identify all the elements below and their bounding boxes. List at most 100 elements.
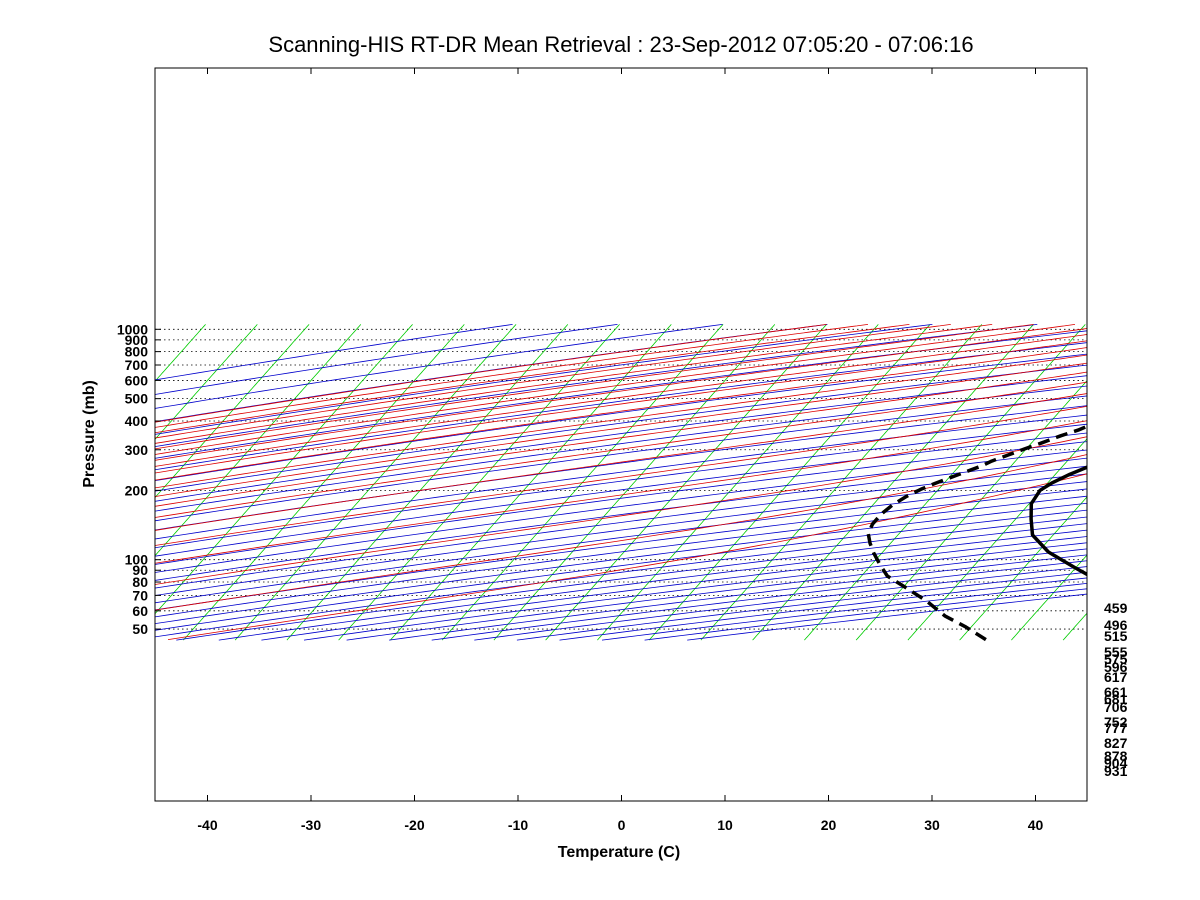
right-label: 496 xyxy=(1104,617,1128,633)
right-label: 931 xyxy=(1104,763,1128,779)
moist-adiabat-line xyxy=(167,473,1087,640)
dry-adiabat-line xyxy=(155,330,1087,459)
y-tick-label: 70 xyxy=(132,587,148,603)
dry-adiabat-line xyxy=(218,529,1087,641)
right-label: 681 xyxy=(1104,691,1128,707)
right-label: 555 xyxy=(1104,644,1128,660)
moist-adiabat-line xyxy=(155,436,1087,585)
isotherm-line xyxy=(959,496,1087,641)
dry-adiabat-line xyxy=(155,395,1087,522)
dry-adiabat-line xyxy=(155,353,1087,482)
dry-adiabat-line xyxy=(516,571,1087,641)
isotherm-line xyxy=(155,324,206,382)
moist-adiabat-line xyxy=(155,420,1087,564)
x-tick-label: -20 xyxy=(404,817,424,833)
isotherm-line xyxy=(907,438,1087,641)
dry-adiabat-line xyxy=(155,502,1087,625)
dry-adiabat-line xyxy=(155,385,1087,512)
right-label: 459 xyxy=(1104,600,1128,616)
dry-adiabat-line xyxy=(155,457,1087,581)
dewpoint-profile xyxy=(866,424,1087,642)
x-tick-label: -30 xyxy=(301,817,321,833)
right-label: 706 xyxy=(1104,699,1128,715)
dry-adiabat-line xyxy=(155,324,723,409)
moist-adiabat-line xyxy=(155,381,1087,518)
y-tick-label: 60 xyxy=(132,603,148,619)
moist-adiabat-line xyxy=(155,347,1087,481)
right-label: 575 xyxy=(1104,651,1128,667)
y-tick-label: 1000 xyxy=(117,321,148,337)
dry-adiabat-line xyxy=(155,509,1087,631)
right-label: 596 xyxy=(1104,659,1128,675)
x-tick-label: 20 xyxy=(821,817,837,833)
right-label: 904 xyxy=(1104,755,1128,771)
moist-adiabat-line xyxy=(155,324,1034,450)
dry-adiabat-line xyxy=(346,548,1087,641)
isotherm-line xyxy=(155,324,258,440)
x-tick-label: -40 xyxy=(197,817,217,833)
dry-adiabat-line xyxy=(155,364,1087,492)
right-label: 777 xyxy=(1104,720,1128,736)
dry-adiabat-line xyxy=(559,577,1087,641)
isotherm-line xyxy=(1011,554,1087,641)
x-tick-label: 40 xyxy=(1028,817,1044,833)
dry-adiabat-line xyxy=(155,495,1087,618)
right-label: 752 xyxy=(1104,714,1128,730)
y-tick-label: 700 xyxy=(125,357,149,373)
isotherm-line xyxy=(648,324,931,641)
dry-adiabat-line xyxy=(155,375,1087,502)
dry-adiabat-line xyxy=(431,560,1087,641)
moist-adiabat-line xyxy=(155,324,993,444)
right-label: 827 xyxy=(1104,735,1128,751)
moist-adiabat-line xyxy=(155,324,910,434)
dry-adiabat-line xyxy=(155,324,933,435)
isotherm-line xyxy=(234,324,517,641)
right-side-labels: 4594965155555755966176616817067527778278… xyxy=(1104,600,1128,779)
moist-adiabat-line xyxy=(155,324,827,423)
moist-adiabat-line xyxy=(155,324,951,439)
dry-adiabat-line xyxy=(176,523,1087,641)
moist-adiabat-line xyxy=(155,371,1087,507)
isotherm-line xyxy=(597,324,879,641)
dry-adiabat-line xyxy=(261,536,1087,641)
dry-adiabat-line xyxy=(155,481,1087,604)
y-tick-label: 500 xyxy=(125,391,149,407)
dry-adiabat-line xyxy=(474,566,1087,641)
dry-adiabat-line xyxy=(155,432,1087,557)
isotherm-line xyxy=(155,324,362,557)
dry-adiabat-line xyxy=(155,324,513,381)
y-tick-label: 600 xyxy=(125,372,149,388)
dry-adiabat-line xyxy=(601,582,1087,641)
x-axis-ticks: -40 -30 -20 -10 0 10 20 30 40 xyxy=(197,68,1043,833)
right-label: 617 xyxy=(1104,669,1128,685)
thermodynamic-background-lines xyxy=(155,324,1087,641)
y-tick-label: 400 xyxy=(125,413,149,429)
moist-adiabat-line xyxy=(155,393,1087,531)
x-tick-label: 10 xyxy=(717,817,733,833)
dry-adiabat-line xyxy=(155,516,1087,638)
moist-adiabat-line xyxy=(155,362,1087,497)
y-axis-label: Pressure (mb) xyxy=(81,380,98,488)
y-tick-label: 800 xyxy=(125,344,149,360)
moist-adiabat-line xyxy=(155,328,1087,461)
y-tick-label: 100 xyxy=(125,552,149,568)
right-label: 515 xyxy=(1104,628,1128,644)
moist-adiabat-line xyxy=(155,324,1076,455)
sounding-profiles xyxy=(866,424,1087,642)
x-tick-label: -10 xyxy=(508,817,528,833)
y-tick-label: 300 xyxy=(125,442,149,458)
moist-adiabat-line xyxy=(155,340,1087,474)
y-tick-label: 200 xyxy=(125,482,149,498)
dry-adiabat-line xyxy=(155,414,1087,540)
moist-adiabat-line xyxy=(155,405,1087,546)
dry-adiabat-line xyxy=(155,449,1087,573)
x-tick-label: 0 xyxy=(618,817,626,833)
dry-adiabat-line xyxy=(155,342,1087,471)
temperature-profile xyxy=(1029,465,1087,577)
moist-adiabat-line xyxy=(155,334,1087,467)
isotherm-line xyxy=(155,324,413,615)
dry-adiabat-line xyxy=(155,473,1087,596)
dry-adiabat-line xyxy=(155,441,1087,565)
dry-adiabat-line xyxy=(155,488,1087,611)
